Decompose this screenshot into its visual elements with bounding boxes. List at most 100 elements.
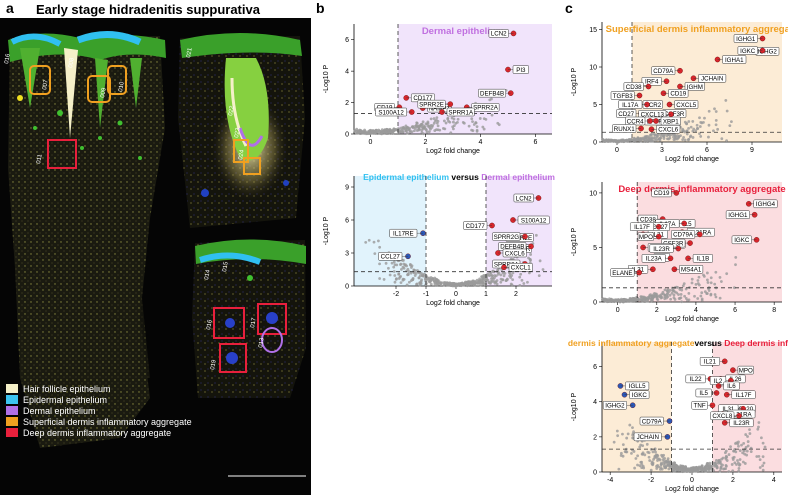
gene-point-nonsignificant	[689, 125, 693, 129]
gene-point-nonsignificant	[693, 294, 696, 298]
gene-point-nonsignificant	[409, 271, 413, 275]
gene-point-nonsignificant	[443, 281, 447, 285]
gene-label-box	[446, 107, 475, 117]
gene-label: IL22	[690, 376, 703, 383]
gene-point-nonsignificant	[725, 272, 729, 276]
gene-point-nonsignificant	[413, 127, 417, 130]
gene-point-nonsignificant	[470, 128, 474, 132]
gene-point-nonsignificant	[676, 468, 680, 472]
gene-point-nonsignificant	[417, 270, 420, 274]
gene-point-nonsignificant	[442, 127, 445, 130]
y-tick-label: 6	[345, 37, 349, 44]
region-label: 011	[36, 153, 44, 164]
plot-title: Superficial dermis inflammatory aggregat…	[606, 24, 788, 35]
gene-label-box	[508, 263, 533, 272]
gene-point-nonsignificant	[418, 283, 422, 287]
gene-point-nonsignificant	[392, 265, 396, 269]
gene-point-nonsignificant	[365, 131, 369, 135]
gene-point-nonsignificant	[425, 130, 429, 134]
gene-point-nonsignificant	[730, 463, 734, 466]
gene-point-nonsignificant	[640, 452, 644, 456]
gene-point-nonsignificant	[452, 282, 456, 286]
gene-point-nonsignificant	[694, 129, 698, 133]
gene-point-nonsignificant	[392, 270, 396, 273]
gene-point-nonsignificant	[449, 131, 453, 135]
gene-point-nonsignificant	[478, 277, 482, 281]
gene-label: TGFB3	[613, 93, 633, 100]
gene-point-nonsignificant	[401, 277, 405, 281]
x-tick-label: -2	[393, 291, 399, 298]
x-tick-label: 4	[772, 477, 776, 484]
gene-point-nonsignificant	[392, 260, 396, 264]
plot-title-part: Superficial dermis inflammatory aggregat…	[566, 338, 695, 348]
gene-point-nonsignificant	[457, 282, 461, 286]
gene-point-nonsignificant	[666, 288, 670, 292]
gene-point-nonsignificant	[724, 99, 728, 102]
gene-point-nonsignificant	[636, 454, 640, 458]
gene-point-nonsignificant	[690, 277, 694, 281]
gene-point-nonsignificant	[424, 127, 428, 131]
region-label: 008	[68, 57, 76, 69]
gene-point-nonsignificant	[406, 267, 410, 271]
x-tick-label: 0	[454, 291, 458, 298]
region-label: 023	[234, 127, 242, 139]
gene-label: IL31RA	[731, 411, 753, 418]
gene-point-nonsignificant	[429, 282, 433, 286]
gene-point-nonsignificant	[674, 465, 678, 468]
gene-point-nonsignificant	[728, 124, 732, 128]
y-tick-label: 5	[593, 245, 597, 252]
gene-point-nonsignificant	[451, 120, 455, 124]
gene-point-nonsignificant	[741, 451, 745, 455]
gene-point-nonsignificant	[408, 263, 412, 266]
gene-label: SPRR2E	[419, 101, 444, 108]
gene-point-nonsignificant	[685, 132, 689, 136]
volcano-plot-deep-dermis: 0 2 4 6 8 0 5 10 Log2 fold change -Log10 P Deep de…	[571, 182, 786, 323]
x-axis-label: Log2 fold change	[426, 300, 480, 307]
gene-point-nonsignificant	[455, 284, 458, 287]
gene-point-nonsignificant	[386, 130, 390, 134]
gene-point-nonsignificant	[437, 280, 441, 284]
gene-point-nonsignificant	[709, 276, 713, 280]
gene-label: IL17A	[622, 102, 639, 109]
gene-label: IL2	[714, 378, 723, 385]
gene-point-nonsignificant	[490, 277, 493, 281]
gene-point-nonsignificant	[646, 295, 650, 299]
gene-point-nonsignificant	[682, 468, 686, 472]
gene-point-nonsignificant	[714, 295, 718, 299]
gene-point-nonsignificant	[756, 427, 760, 431]
region-label: 014	[204, 269, 212, 281]
gene-point-nonsignificant	[758, 466, 762, 469]
gene-point-nonsignificant	[691, 136, 695, 139]
y-tick-label: 0	[345, 132, 349, 139]
gene-point-nonsignificant	[428, 276, 431, 280]
gene-label: CXCL6	[658, 127, 679, 134]
gene-label: IL17RE	[393, 231, 414, 238]
x-tick-label: 9	[750, 147, 754, 154]
gene-label-box	[602, 400, 627, 410]
gene-point-nonsignificant	[367, 238, 371, 242]
gene-label: SPRR2G	[494, 234, 520, 241]
gene-point-nonsignificant	[626, 432, 630, 436]
gene-point-nonsignificant	[393, 280, 397, 284]
x-tick-label: 8	[772, 307, 776, 314]
gene-label: CSF3R	[664, 111, 685, 118]
legend-label: Hair follicle epithelium	[23, 383, 111, 394]
gene-point-nonsignificant	[695, 465, 699, 469]
gene-point-nonsignificant	[488, 281, 492, 285]
gene-label-box	[651, 188, 672, 198]
gene-point-nonsignificant	[658, 458, 662, 462]
legend-label: Epidermal epithelium	[23, 394, 108, 405]
x-tick-label: 4	[694, 307, 698, 314]
gene-point-nonsignificant	[639, 460, 643, 464]
gene-label-box	[623, 82, 644, 91]
gene-label-box	[610, 91, 635, 100]
gene-label-box	[733, 34, 758, 43]
gene-point-nonsignificant	[656, 298, 660, 302]
gene-point-nonsignificant	[479, 283, 482, 287]
gene-label: IL17F	[634, 224, 650, 231]
gene-point-nonsignificant	[663, 466, 667, 469]
gene-point-nonsignificant	[387, 128, 390, 132]
gene-point-nonsignificant	[683, 138, 687, 142]
gene-point-nonsignificant	[447, 119, 450, 123]
gene-point-nonsignificant	[494, 280, 498, 284]
